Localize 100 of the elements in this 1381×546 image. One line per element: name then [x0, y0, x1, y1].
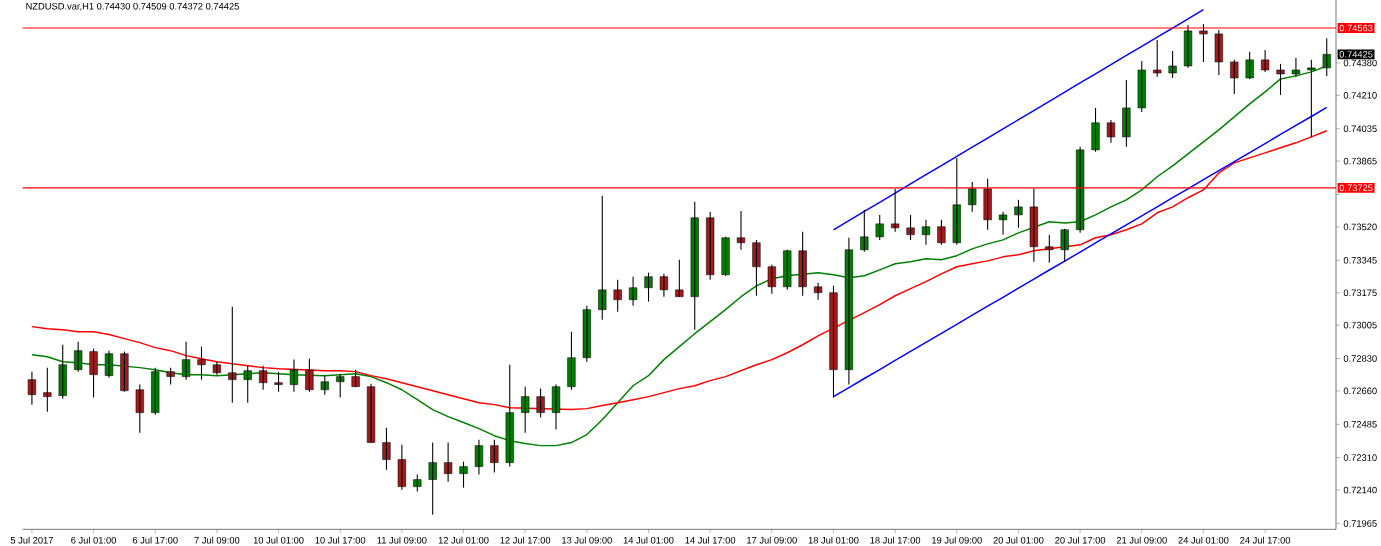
x-tick-label: 10 Jul 01:00	[253, 536, 304, 544]
line-series	[832, 8, 1205, 231]
x-tick-label: 12 Jul 01:00	[438, 536, 489, 544]
y-tick-label: 0.72660	[1343, 387, 1377, 395]
candlestick	[1122, 79, 1131, 148]
y-tick-label: 0.72310	[1343, 454, 1377, 461]
x-tick-label: 14 Jul 01:00	[623, 536, 674, 544]
candlestick	[813, 282, 823, 301]
candlestick	[1153, 39, 1162, 78]
candlestick	[1060, 228, 1069, 263]
candlestick	[1091, 107, 1100, 153]
candlestick	[767, 264, 776, 295]
text: 0.74425	[1339, 51, 1373, 58]
candlestick	[891, 188, 900, 233]
candlestick	[582, 305, 591, 363]
x-tick-label: 7 Jul 09:00	[194, 536, 240, 544]
candlestick	[243, 365, 252, 404]
candlestick	[690, 201, 699, 331]
candlestick	[968, 181, 977, 213]
x-tick-label: 5 Jul 2017	[10, 536, 53, 544]
candlestick	[1276, 63, 1285, 96]
candlestick	[1045, 234, 1054, 264]
candlestick	[43, 367, 52, 413]
ref-line-label: 0.74563	[1339, 24, 1373, 32]
y-tick-label: 0.74035	[1343, 125, 1377, 132]
y-tick-label: 0.72140	[1343, 486, 1377, 494]
x-tick-label: 17 Jul 09:00	[747, 536, 797, 544]
candlestick	[829, 285, 838, 399]
x-tick-label: 10 Jul 17:00	[315, 536, 366, 544]
candlestick	[906, 214, 915, 241]
candlestick	[1014, 199, 1023, 229]
candlestick	[320, 375, 329, 396]
y-tick-label: 0.72485	[1343, 420, 1377, 428]
candlestick	[860, 209, 869, 253]
candlestick	[798, 231, 807, 297]
candlestick	[382, 427, 391, 471]
candlestick	[490, 439, 499, 474]
x-tick-label: 18 Jul 17:00	[870, 536, 921, 544]
candlestick	[998, 211, 1008, 236]
y-tick-label: 0.73005	[1343, 321, 1377, 329]
candlestick	[459, 461, 468, 489]
candlestick	[598, 195, 607, 321]
candlestick	[752, 239, 761, 297]
x-tick-label: 6 Jul 01:00	[71, 536, 117, 544]
x-tick-label: 24 Jul 17:00	[1240, 536, 1291, 544]
x-tick-label: 21 Jul 09:00	[1116, 536, 1167, 544]
candlestick	[921, 219, 931, 246]
y-tick-label: 0.73175	[1343, 289, 1377, 296]
candlestick	[305, 358, 314, 393]
candlestick	[351, 369, 360, 388]
candlestick	[1137, 60, 1146, 113]
y-tick-label: 0.73345	[1343, 256, 1377, 264]
candlestick	[135, 384, 144, 434]
x-tick-label: 14 Jul 17:00	[685, 536, 736, 544]
candlestick	[228, 306, 237, 404]
candlestick	[274, 371, 283, 393]
candlestick	[1230, 59, 1239, 95]
y-tick-label: 0.74210	[1343, 92, 1377, 99]
ref-line-label: 0.73725	[1339, 184, 1373, 192]
candlestick	[1245, 51, 1254, 80]
x-tick-label: 19 Jul 09:00	[932, 536, 982, 544]
y-tick-label: 0.74380	[1343, 59, 1377, 67]
candlestick	[644, 272, 653, 303]
chart-title: NZDUSD.var,H1 0.74430 0.74509 0.74372 0.74425	[26, 2, 239, 11]
candlestick	[120, 351, 129, 393]
y-tick-label: 0.73520	[1343, 223, 1377, 231]
candlestick	[1168, 50, 1177, 79]
x-tick-label: 12 Jul 17:00	[500, 536, 551, 544]
y-tick-label: 0.71965	[1343, 520, 1377, 527]
candlestick	[706, 211, 715, 281]
line-series	[832, 106, 1328, 398]
candlestick	[983, 178, 992, 231]
candlestick	[937, 219, 946, 246]
candlestick	[74, 341, 83, 373]
y-tick-label: 0.73865	[1343, 157, 1377, 165]
candlestick	[567, 331, 576, 391]
candlestick	[1260, 49, 1270, 73]
candlestick	[1199, 23, 1208, 63]
x-tick-label: 11 Jul 09:00	[377, 536, 427, 544]
x-tick-label: 6 Jul 17:00	[132, 536, 178, 544]
candlestick	[1106, 119, 1116, 144]
candlestick	[721, 236, 730, 277]
candlestick	[675, 259, 684, 298]
candlestick	[151, 367, 160, 416]
candlestick	[875, 214, 884, 241]
candlestick	[736, 210, 746, 251]
candlestick	[952, 157, 961, 246]
candlestick	[413, 474, 422, 493]
x-tick-label: 13 Jul 09:00	[562, 536, 612, 544]
candlestick	[58, 344, 67, 400]
candlestick	[613, 279, 622, 313]
candlestick	[166, 367, 175, 386]
y-tick-label: 0.72830	[1343, 355, 1377, 362]
candlestick	[89, 348, 98, 399]
candlestick	[336, 373, 345, 399]
x-tick-label: 20 Jul 01:00	[993, 536, 1044, 544]
candlestick	[212, 361, 222, 376]
x-tick-label: 24 Jul 01:00	[1178, 536, 1229, 544]
candlestick	[521, 386, 530, 434]
candlestick	[197, 346, 206, 381]
